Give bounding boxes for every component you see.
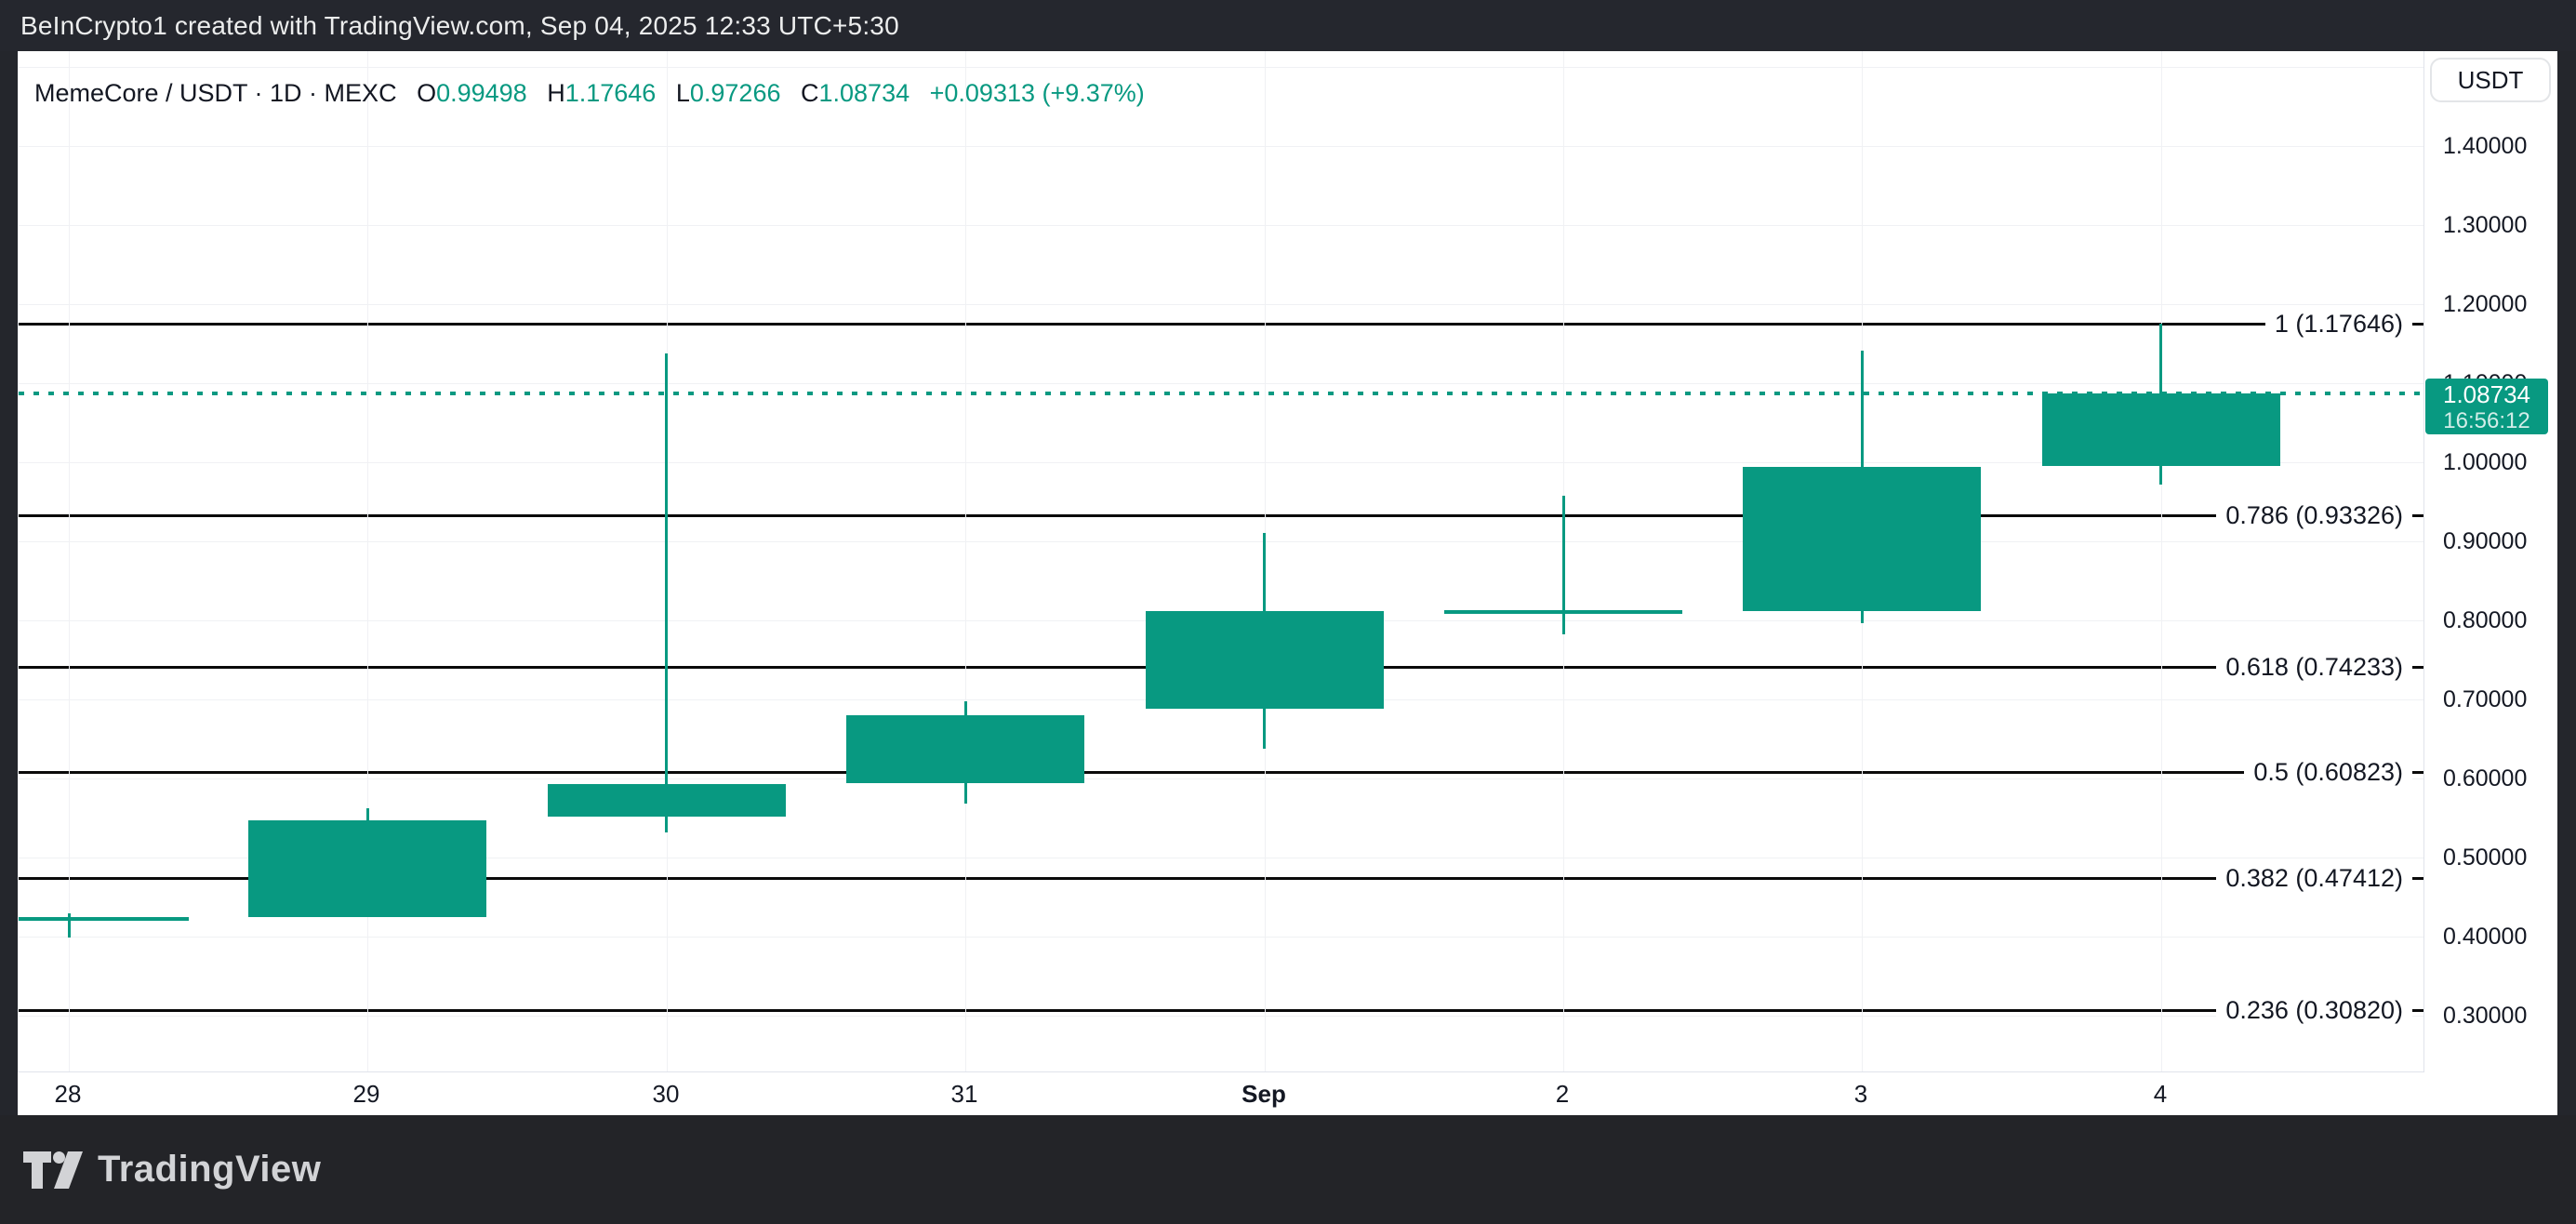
tradingview-logo-text: TradingView [98,1149,322,1190]
fib-level-line-0.786[interactable] [19,514,2423,517]
horizontal-gridline [19,304,2423,305]
ohlc-close: C1.08734 [801,79,910,107]
candle-body-aug-31[interactable] [846,715,1084,783]
horizontal-gridline [19,146,2423,147]
candle-body-sep-1[interactable] [1146,611,1384,709]
last-price-dotted-line [19,392,2423,395]
time-axis-label-3: 3 [1853,1080,1868,1108]
price-axis-label: 0.90000 [2443,528,2528,554]
candle-body-aug-29[interactable] [248,820,486,917]
candle-wick-aug-28[interactable] [68,913,71,938]
horizontal-gridline [19,462,2423,463]
bar-countdown-timer: 16:56:12 [2443,408,2530,433]
price-axis-label: 1.30000 [2443,212,2528,238]
fib-level-line-0.236[interactable] [19,1009,2423,1012]
time-axis[interactable]: 4 3 2 Sep 31 30 29 28 [18,1072,2424,1115]
horizontal-gridline [19,225,2423,226]
ohlc-low: L0.97266 [675,79,781,107]
vertical-gridline [2161,51,2162,1071]
time-axis-label-28: 28 [54,1080,82,1108]
price-axis-label: 1.40000 [2443,133,2528,159]
candle-body-aug-28[interactable] [19,917,189,921]
candle-body-sep-4[interactable] [2042,393,2280,466]
fib-level-label-0.382: 0.382 (0.47412) [2216,861,2412,895]
time-axis-label-sep: Sep [1242,1080,1286,1108]
price-axis-label: 1.20000 [2443,291,2528,317]
symbol-title: MemeCore / USDT · 1D · MEXC [34,79,397,107]
attribution-text: BeInCrypto1 created with TradingView.com… [20,11,899,40]
price-axis-label: 1.00000 [2443,449,2528,475]
candle-wick-sep-2[interactable] [1562,496,1565,634]
chart-area: 0.236 (0.30820) 0.382 (0.47412) 0.5 (0.608… [18,51,2557,1115]
candle-body-sep-2[interactable] [1444,610,1682,614]
horizontal-gridline [19,541,2423,542]
fib-level-line-1[interactable] [19,323,2423,326]
price-axis-label: 0.60000 [2443,765,2528,792]
price-axis-label: 0.50000 [2443,845,2528,871]
price-axis-label: 0.40000 [2443,924,2528,950]
price-axis-label: 0.30000 [2443,1003,2528,1029]
horizontal-gridline [19,1016,2423,1017]
attribution-bar: BeInCrypto1 created with TradingView.com… [0,0,2576,51]
footer-bar: TradingView [0,1115,2576,1224]
last-price-value: 1.08734 [2443,380,2530,408]
horizontal-gridline [19,778,2423,779]
tradingview-logo[interactable]: TradingView [23,1115,321,1224]
fib-level-line-0.382[interactable] [19,877,2423,880]
tradingview-logo-icon [23,1151,83,1189]
price-axis[interactable]: 0.30000 0.40000 0.50000 0.60000 0.70000 0.800… [2424,51,2557,1072]
price-axis-label: 0.70000 [2443,686,2528,712]
time-axis-label-31: 31 [950,1080,978,1108]
currency-toggle-button[interactable]: USDT [2430,58,2551,102]
ohlc-open: O0.99498 [417,79,527,107]
fib-level-label-0.5: 0.5 (0.60823) [2244,755,2412,789]
fib-level-line-0.5[interactable] [19,771,2423,774]
horizontal-gridline [19,383,2423,384]
vertical-gridline [965,51,966,1071]
time-axis-label-30: 30 [652,1080,680,1108]
ohlc-high: H1.17646 [547,79,657,107]
fib-level-label-1: 1 (1.17646) [2264,307,2412,340]
time-axis-label-29: 29 [352,1080,380,1108]
horizontal-gridline [19,937,2423,938]
symbol-ohlc-header: MemeCore / USDT · 1D · MEXC O0.99498 H1.… [34,79,1145,107]
horizontal-gridline [19,67,2423,68]
price-axis-label: 0.80000 [2443,607,2528,633]
candlestick-plot[interactable]: 0.236 (0.30820) 0.382 (0.47412) 0.5 (0.608… [18,51,2424,1072]
candle-body-sep-3[interactable] [1743,467,1981,611]
fib-level-label-0.236: 0.236 (0.30820) [2216,993,2412,1027]
vertical-gridline [69,51,70,1071]
vertical-gridline [367,51,368,1071]
fib-level-label-0.786: 0.786 (0.93326) [2216,499,2412,532]
last-price-badge: 1.08734 16:56:12 [2425,379,2548,434]
time-axis-label-4: 4 [2153,1080,2168,1108]
candle-body-aug-30[interactable] [548,784,786,817]
fib-level-label-0.618: 0.618 (0.74233) [2216,650,2412,684]
time-axis-label-2: 2 [1555,1080,1570,1108]
change-value: +0.09313 (+9.37%) [929,79,1145,107]
candle-wick-aug-30[interactable] [665,353,668,832]
